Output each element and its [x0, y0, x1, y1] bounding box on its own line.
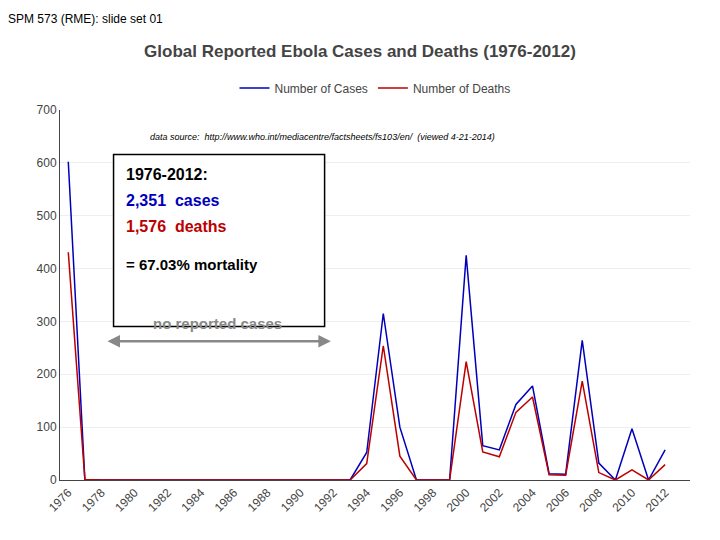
- svg-text:no reported cases: no reported cases: [153, 315, 282, 332]
- svg-text:1984: 1984: [179, 486, 208, 515]
- svg-text:1994: 1994: [344, 486, 373, 515]
- svg-text:1986: 1986: [212, 486, 241, 515]
- svg-text:2010: 2010: [610, 486, 639, 515]
- svg-text:1990: 1990: [278, 486, 307, 515]
- svg-text:2006: 2006: [543, 486, 572, 515]
- svg-text:500: 500: [37, 209, 57, 223]
- svg-text:0: 0: [50, 473, 57, 487]
- svg-text:Number of Cases: Number of Cases: [275, 82, 368, 96]
- svg-text:data source: http://www.who.i: data source: http://www.who.int/mediacen…: [150, 132, 495, 142]
- svg-text:2008: 2008: [576, 486, 605, 515]
- svg-text:1988: 1988: [245, 486, 274, 515]
- svg-text:200: 200: [37, 367, 57, 381]
- svg-text:100: 100: [37, 420, 57, 434]
- svg-text:700: 700: [37, 103, 57, 117]
- svg-text:1996: 1996: [377, 486, 406, 515]
- svg-text:2004: 2004: [510, 486, 539, 515]
- svg-text:= 67.03% mortality: = 67.03% mortality: [126, 256, 258, 273]
- svg-text:2,351 cases: 2,351 cases: [126, 192, 220, 209]
- svg-text:2002: 2002: [477, 486, 506, 515]
- svg-text:1976-2012:: 1976-2012:: [126, 166, 208, 183]
- svg-text:400: 400: [37, 262, 57, 276]
- svg-text:Number of Deaths: Number of Deaths: [413, 82, 510, 96]
- svg-text:300: 300: [37, 315, 57, 329]
- svg-text:1976: 1976: [46, 486, 75, 515]
- svg-text:1,576 deaths: 1,576 deaths: [126, 218, 227, 235]
- svg-text:1982: 1982: [145, 486, 174, 515]
- svg-text:SPM 573 (RME): slide set 01: SPM 573 (RME): slide set 01: [8, 12, 163, 26]
- svg-text:1978: 1978: [79, 486, 108, 515]
- svg-text:1998: 1998: [411, 486, 440, 515]
- svg-text:600: 600: [37, 156, 57, 170]
- svg-text:1980: 1980: [112, 486, 141, 515]
- svg-text:2012: 2012: [643, 486, 672, 515]
- svg-text:Global Reported Ebola Cases an: Global Reported Ebola Cases and Deaths (…: [144, 42, 576, 61]
- svg-text:1992: 1992: [311, 486, 340, 515]
- svg-text:2000: 2000: [444, 486, 473, 515]
